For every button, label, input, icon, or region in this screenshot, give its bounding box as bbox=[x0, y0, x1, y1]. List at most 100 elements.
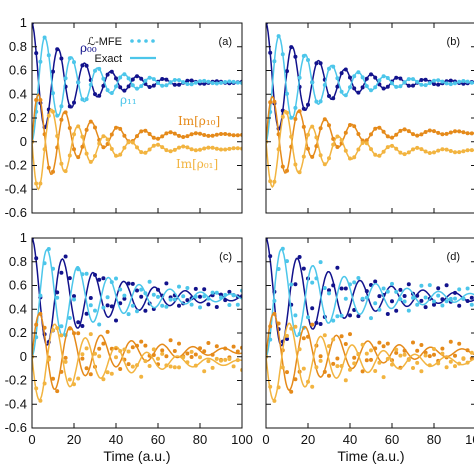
series-point-im10 bbox=[432, 129, 436, 134]
series-point-rho11 bbox=[398, 297, 403, 302]
series-point-im01 bbox=[122, 347, 127, 352]
series-point-rho00 bbox=[59, 56, 64, 61]
series-point-rho00 bbox=[130, 281, 135, 286]
series-point-rho00 bbox=[63, 254, 68, 259]
y-tick-label: 0.6 bbox=[9, 278, 27, 293]
series-point-rho11 bbox=[51, 266, 55, 271]
series-point-im10 bbox=[67, 326, 72, 331]
series-point-im10 bbox=[364, 358, 369, 363]
series-point-im01 bbox=[453, 150, 457, 155]
series-point-im10 bbox=[411, 340, 415, 345]
series-point-im01 bbox=[423, 353, 428, 358]
series-point-im01 bbox=[360, 342, 365, 347]
series-point-im10 bbox=[457, 341, 462, 346]
series-point-rho00 bbox=[285, 69, 289, 74]
series-point-rho00 bbox=[457, 303, 462, 308]
series-point-im01 bbox=[373, 369, 378, 373]
series-point-im10 bbox=[210, 352, 215, 357]
series-point-im10 bbox=[457, 129, 462, 134]
series-point-rho11 bbox=[432, 299, 436, 304]
series-point-im01 bbox=[310, 384, 315, 389]
series-point-rho11 bbox=[219, 80, 223, 85]
series-point-rho00 bbox=[143, 308, 148, 313]
series-point-im10 bbox=[67, 126, 72, 130]
y-tick-label: -0.6 bbox=[5, 205, 27, 220]
series-point-im10 bbox=[448, 339, 453, 344]
series-point-im01 bbox=[432, 150, 436, 155]
series-point-im01 bbox=[206, 145, 211, 150]
series-point-im10 bbox=[101, 341, 106, 346]
series-point-im10 bbox=[335, 145, 340, 149]
series-point-rho11 bbox=[377, 307, 382, 312]
series-point-rho00 bbox=[126, 281, 131, 286]
series-point-im10 bbox=[114, 125, 118, 130]
series-line-rho11 bbox=[32, 248, 242, 358]
series-point-im10 bbox=[440, 346, 445, 351]
x-tick-label: 60 bbox=[151, 432, 165, 447]
series-point-im10 bbox=[135, 134, 139, 139]
series-point-rho00 bbox=[34, 256, 39, 261]
series-point-im01 bbox=[156, 142, 160, 147]
series-point-rho11 bbox=[390, 81, 394, 86]
series-point-im01 bbox=[385, 356, 390, 361]
series-point-rho11 bbox=[419, 283, 424, 288]
series-point-im01 bbox=[34, 386, 39, 391]
x-tick-label: 100 bbox=[465, 432, 474, 447]
series-point-rho11 bbox=[88, 303, 93, 308]
series-point-im01 bbox=[280, 114, 285, 119]
series-point-im10 bbox=[181, 135, 186, 139]
series-point-im10 bbox=[76, 155, 81, 160]
series-point-im10 bbox=[72, 147, 76, 152]
series-point-rho11 bbox=[76, 267, 81, 272]
series-point-im01 bbox=[38, 181, 43, 186]
series-point-rho00 bbox=[293, 54, 298, 59]
series-point-rho00 bbox=[130, 77, 135, 82]
y-tick-label: 0.8 bbox=[9, 254, 27, 269]
plot-area bbox=[266, 238, 474, 403]
series-point-im01 bbox=[301, 366, 306, 371]
panel-label: (a) bbox=[219, 36, 232, 48]
series-point-im10 bbox=[402, 127, 407, 132]
y-tick-label: 0.2 bbox=[9, 325, 27, 340]
series-point-im10 bbox=[118, 367, 123, 371]
series-point-im10 bbox=[202, 349, 207, 354]
series-point-rho00 bbox=[114, 318, 118, 323]
series-point-rho11 bbox=[306, 315, 310, 320]
series-point-rho00 bbox=[373, 75, 378, 80]
series-point-im10 bbox=[164, 354, 169, 359]
series-point-rho00 bbox=[440, 297, 445, 302]
series-point-rho00 bbox=[465, 299, 470, 303]
series-point-im01 bbox=[427, 363, 432, 368]
series-point-rho11 bbox=[235, 80, 240, 85]
series-point-rho11 bbox=[202, 294, 207, 299]
series-point-im10 bbox=[427, 354, 432, 359]
series-point-rho00 bbox=[156, 287, 160, 292]
series-point-im10 bbox=[130, 345, 135, 350]
series-point-im01 bbox=[390, 143, 394, 148]
annotation-im01: Im[ρ₀₁] bbox=[176, 157, 218, 171]
series-point-im01 bbox=[398, 353, 403, 358]
series-point-im01 bbox=[185, 145, 190, 150]
series-point-rho00 bbox=[327, 288, 331, 293]
series-point-im10 bbox=[444, 131, 449, 136]
series-point-rho11 bbox=[356, 276, 361, 280]
series-point-rho00 bbox=[343, 67, 348, 72]
series-point-rho00 bbox=[318, 61, 323, 66]
series-point-im01 bbox=[198, 147, 202, 152]
series-point-im10 bbox=[59, 369, 64, 374]
series-point-im10 bbox=[198, 346, 202, 351]
series-point-rho00 bbox=[343, 286, 348, 291]
series-point-rho11 bbox=[135, 309, 139, 314]
series-point-im10 bbox=[465, 131, 470, 136]
series-point-rho11 bbox=[59, 324, 64, 329]
series-point-im10 bbox=[339, 334, 344, 339]
series-point-im10 bbox=[419, 132, 424, 137]
series-point-rho11 bbox=[306, 58, 310, 62]
series-point-rho00 bbox=[364, 76, 369, 81]
series-point-rho11 bbox=[164, 83, 169, 88]
series-point-im01 bbox=[51, 328, 55, 333]
series-point-rho11 bbox=[80, 272, 85, 277]
series-point-im01 bbox=[268, 179, 273, 184]
series-point-rho11 bbox=[189, 82, 194, 87]
